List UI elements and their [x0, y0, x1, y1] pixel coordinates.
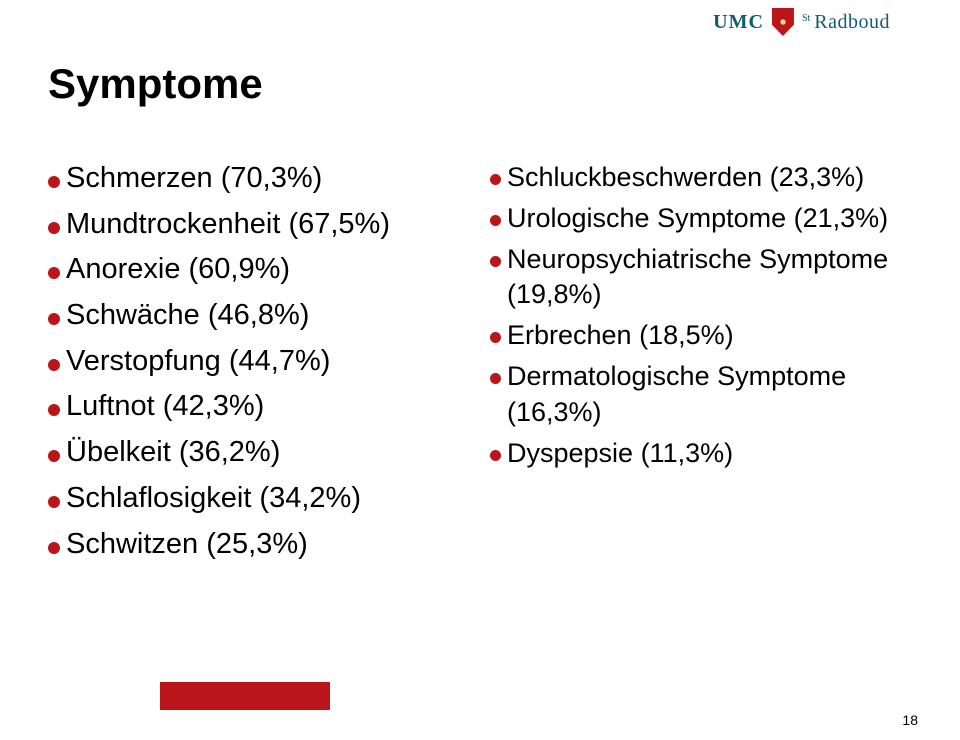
bullet-icon [48, 404, 60, 416]
list-item: Dermatologische Symptome (16,3%) [490, 359, 912, 429]
list-item-text: Luftnot (42,3%) [66, 388, 470, 426]
list-item: Luftnot (42,3%) [48, 388, 470, 426]
bullet-icon [48, 313, 60, 325]
list-item-text: Schmerzen (70,3%) [66, 160, 470, 198]
list-item: Dyspepsie (11,3%) [490, 436, 912, 471]
footer-accent-bar [160, 682, 330, 710]
bullet-icon [490, 332, 501, 343]
list-item-text: Neuropsychiatrische Symptome (19,8%) [507, 242, 912, 312]
page-number: 18 [902, 712, 918, 728]
list-item: Erbrechen (18,5%) [490, 318, 912, 353]
list-item-text: Verstopfung (44,7%) [66, 343, 470, 381]
logo-bar: UMC St Radboud [0, 0, 960, 44]
list-item-text: Schlaflosigkeit (34,2%) [66, 480, 470, 518]
list-item-text: Dyspepsie (11,3%) [507, 436, 912, 471]
list-item-text: Schluckbeschwerden (23,3%) [507, 160, 912, 195]
list-item: Mundtrockenheit (67,5%) [48, 206, 470, 244]
content-columns: Schmerzen (70,3%) Mundtrockenheit (67,5%… [48, 160, 912, 571]
logo-radboud-text: Radboud [814, 11, 890, 34]
right-column: Schluckbeschwerden (23,3%) Urologische S… [490, 160, 912, 571]
slide-title: Symptome [48, 60, 263, 108]
bullet-icon [48, 176, 60, 188]
logo-umc-text: UMC [713, 11, 764, 34]
logo: UMC St Radboud [713, 8, 890, 36]
bullet-icon [48, 267, 60, 279]
list-item-text: Schwitzen (25,3%) [66, 526, 470, 564]
list-item: Schlaflosigkeit (34,2%) [48, 480, 470, 518]
list-item: Übelkeit (36,2%) [48, 434, 470, 472]
list-item: Schwäche (46,8%) [48, 297, 470, 335]
list-item: Schwitzen (25,3%) [48, 526, 470, 564]
bullet-icon [48, 450, 60, 462]
bullet-icon [490, 373, 501, 384]
list-item-text: Schwäche (46,8%) [66, 297, 470, 335]
list-item-text: Urologische Symptome (21,3%) [507, 201, 912, 236]
bullet-icon [490, 174, 501, 185]
list-item: Anorexie (60,9%) [48, 251, 470, 289]
list-item-text: Übelkeit (36,2%) [66, 434, 470, 472]
bullet-icon [490, 450, 501, 461]
bullet-icon [48, 496, 60, 508]
bullet-icon [490, 215, 501, 226]
list-item: Verstopfung (44,7%) [48, 343, 470, 381]
list-item: Schmerzen (70,3%) [48, 160, 470, 198]
shield-icon [772, 8, 794, 36]
list-item-text: Mundtrockenheit (67,5%) [66, 206, 470, 244]
bullet-icon [48, 222, 60, 234]
list-item: Neuropsychiatrische Symptome (19,8%) [490, 242, 912, 312]
list-item-text: Dermatologische Symptome (16,3%) [507, 359, 912, 429]
logo-st-text: St [802, 13, 810, 24]
bullet-icon [48, 542, 60, 554]
bullet-icon [48, 359, 60, 371]
list-item-text: Anorexie (60,9%) [66, 251, 470, 289]
bullet-icon [490, 256, 501, 267]
list-item: Urologische Symptome (21,3%) [490, 201, 912, 236]
left-column: Schmerzen (70,3%) Mundtrockenheit (67,5%… [48, 160, 470, 571]
list-item-text: Erbrechen (18,5%) [507, 318, 912, 353]
list-item: Schluckbeschwerden (23,3%) [490, 160, 912, 195]
